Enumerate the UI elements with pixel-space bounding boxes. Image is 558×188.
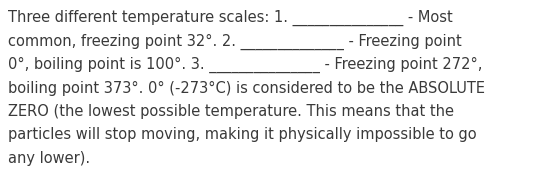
Text: Three different temperature scales: 1. _______________ - Most: Three different temperature scales: 1. _… (8, 10, 453, 26)
Text: common, freezing point 32°. 2. ______________ - Freezing point: common, freezing point 32°. 2. _________… (8, 33, 462, 50)
Text: ZERO (the lowest possible temperature. This means that the: ZERO (the lowest possible temperature. T… (8, 104, 454, 119)
Text: particles will stop moving, making it physically impossible to go: particles will stop moving, making it ph… (8, 127, 477, 143)
Text: 0°, boiling point is 100°. 3. _______________ - Freezing point 272°,: 0°, boiling point is 100°. 3. __________… (8, 57, 482, 73)
Text: any lower).: any lower). (8, 151, 90, 166)
Text: boiling point 373°. 0° (-273°C) is considered to be the ABSOLUTE: boiling point 373°. 0° (-273°C) is consi… (8, 80, 485, 96)
